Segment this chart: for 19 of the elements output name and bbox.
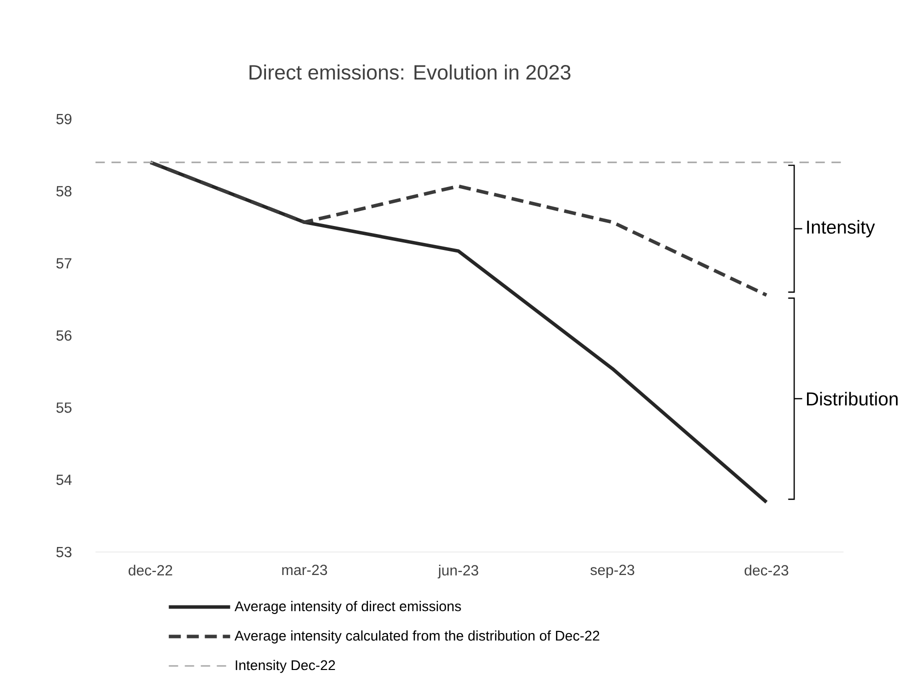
y-tick-label: 55 [56, 402, 72, 413]
y-tick-label: 53 [56, 546, 72, 558]
legend-label: Average intensity calculated from the distribution of Dec-22 [234, 630, 600, 644]
y-tick-label: 57 [56, 258, 72, 268]
legend-label: Intensity Dec-22 [236, 660, 335, 673]
annotation: Intensity [807, 220, 875, 238]
x-tick-label: jun-23 [438, 564, 478, 578]
annotation: Distribution [806, 392, 898, 406]
y-tick-label: 59 [56, 114, 72, 124]
chart-title: Direct emissions: Evolution in 2023 [250, 64, 570, 80]
line-series [148, 160, 768, 297]
x-tick-label: sep-23 [590, 564, 634, 578]
x-tick-label: mar-23 [282, 564, 328, 576]
y-tick-label: 58 [56, 186, 72, 196]
x-tick-label: dec-23 [744, 564, 788, 576]
x-tick-label: dec-22 [128, 564, 172, 576]
y-tick-label: 54 [56, 474, 72, 485]
y-tick-label: 56 [56, 330, 72, 341]
legend-label: Average intensity of direct emissions [234, 600, 461, 614]
